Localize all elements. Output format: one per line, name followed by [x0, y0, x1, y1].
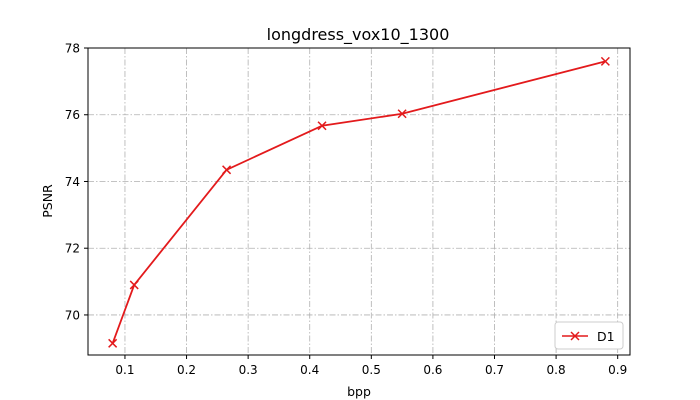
- y-tick-label: 70: [65, 308, 80, 322]
- grid: [88, 47, 630, 355]
- data-point: [600, 56, 610, 66]
- x-tick-label: 0.7: [485, 363, 504, 377]
- x-tick-label: 0.8: [547, 363, 566, 377]
- x-tick-label: 0.4: [300, 363, 319, 377]
- data-point: [129, 280, 139, 290]
- y-tick-label: 72: [65, 242, 80, 256]
- y-axis-label: PSNR: [40, 184, 55, 218]
- y-tick-label: 76: [65, 108, 80, 122]
- x-axis-label: bpp: [347, 384, 371, 399]
- data-point: [222, 165, 232, 175]
- y-axis-ticks: 70 72 74 76 78: [65, 42, 88, 322]
- legend-marker-x: [570, 331, 580, 341]
- legend-box: [554, 321, 624, 350]
- series-line-D1: [111, 60, 606, 344]
- data-point: [317, 121, 327, 131]
- x-tick-label: 0.3: [239, 363, 258, 377]
- x-tick-label: 0.2: [177, 363, 196, 377]
- x-axis-ticks: 0.1 0.2 0.3 0.4 0.5 0.6 0.7 0.8 0.9: [115, 355, 627, 377]
- legend-label: D1: [597, 329, 615, 344]
- x-tick-label: 0.5: [362, 363, 381, 377]
- x-tick-label: 0.6: [423, 363, 442, 377]
- data-point: [108, 338, 118, 348]
- data-point: [397, 109, 407, 119]
- x-tick-label: 0.1: [115, 363, 134, 377]
- y-tick-label: 74: [65, 175, 80, 189]
- x-tick-label: 0.9: [608, 363, 627, 377]
- chart-title: longdress_vox10_1300: [267, 25, 450, 45]
- y-tick-label: 78: [65, 42, 80, 56]
- plot-frame: [87, 47, 631, 356]
- legend: D1: [554, 321, 624, 350]
- series-layer: [108, 56, 610, 348]
